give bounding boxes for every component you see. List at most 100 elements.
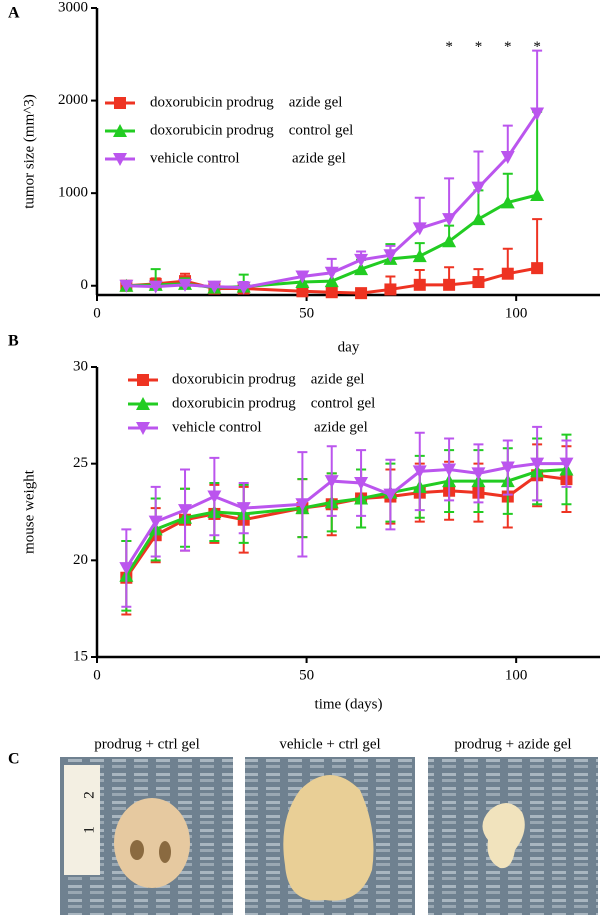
data-point (295, 270, 310, 284)
y-tick-label: 15 (73, 648, 88, 664)
data-point (324, 475, 339, 489)
data-point (236, 502, 251, 516)
series-line (125, 473, 567, 579)
data-point (383, 488, 398, 502)
data-point (324, 266, 339, 280)
annotation: * (445, 39, 453, 55)
error-bar (532, 110, 543, 196)
data-point (412, 249, 427, 263)
series-line (125, 467, 567, 577)
x-axis-label: day (338, 339, 360, 355)
tumor (283, 775, 374, 901)
tumor (114, 798, 190, 888)
error-bar (532, 218, 543, 269)
tumor-spot (159, 841, 171, 863)
legend-marker (113, 153, 127, 166)
y-tick-label: 3000 (58, 0, 88, 15)
photo-caption: prodrug + azide gel (454, 736, 571, 752)
data-point (148, 515, 163, 529)
data-point (119, 279, 134, 293)
y-tick-label: 0 (81, 277, 89, 293)
y-tick-label: 2000 (58, 92, 88, 108)
data-point (559, 457, 574, 471)
legend-marker (136, 397, 150, 410)
data-point (412, 465, 427, 479)
x-tick-label: 100 (505, 667, 528, 683)
ruler-label: 1 (81, 826, 97, 834)
legend-label: doxorubicin prodrug azide gel (150, 94, 342, 110)
x-tick-label: 0 (93, 305, 101, 321)
data-point (236, 281, 251, 295)
legend-label: vehicle control azide gel (172, 419, 368, 435)
legend-marker (113, 124, 127, 137)
data-point (178, 504, 193, 518)
x-tick-label: 50 (299, 667, 314, 683)
data-point (324, 274, 339, 288)
tumor (482, 802, 525, 869)
data-point (530, 188, 545, 202)
data-point (354, 253, 369, 267)
data-point (148, 280, 163, 294)
panel-label: A (8, 5, 20, 22)
data-point (442, 234, 457, 248)
data-point (443, 278, 456, 291)
ruler (64, 765, 100, 875)
data-point (472, 276, 485, 289)
tumor-spot (130, 840, 144, 860)
x-tick-label: 50 (299, 305, 314, 321)
y-tick-label: 20 (73, 552, 88, 568)
photo-caption: prodrug + ctrl gel (94, 736, 200, 752)
y-tick-label: 1000 (58, 185, 88, 201)
data-point (442, 213, 457, 227)
data-point (500, 195, 515, 209)
data-point (471, 467, 486, 481)
y-axis-label: tumor size (mm^3) (21, 94, 37, 209)
data-point (207, 280, 222, 294)
data-point (207, 490, 222, 504)
data-point (354, 477, 369, 490)
photo-panel (60, 757, 598, 915)
data-point (471, 181, 486, 195)
legend-label: doxorubicin prodrug control gel (172, 395, 375, 411)
data-point (412, 222, 427, 236)
data-point (501, 267, 514, 280)
legend-label: doxorubicin prodrug control gel (150, 122, 353, 138)
legend-label: doxorubicin prodrug azide gel (172, 371, 364, 387)
series-line (126, 112, 539, 290)
panel-label: B (8, 333, 19, 350)
data-point (413, 278, 426, 291)
data-point (383, 249, 398, 263)
data-point (500, 461, 515, 475)
photo-caption: vehicle + ctrl gel (279, 736, 380, 752)
data-point (354, 262, 369, 276)
data-point (325, 286, 338, 299)
y-tick-label: 25 (73, 455, 88, 471)
x-tick-label: 100 (505, 305, 528, 321)
legend-marker (137, 374, 149, 386)
ruler-label: 2 (81, 791, 97, 799)
y-axis-label: mouse weight (21, 469, 37, 554)
data-point (384, 283, 397, 296)
data-point (530, 457, 545, 471)
data-point (119, 562, 134, 576)
data-point (355, 287, 368, 300)
data-point (295, 498, 310, 512)
data-point (500, 151, 515, 165)
data-point (442, 463, 457, 477)
x-tick-label: 0 (93, 667, 101, 683)
data-point (471, 212, 486, 226)
annotation: * (504, 39, 512, 55)
data-point (530, 107, 545, 121)
y-tick-label: 30 (73, 358, 88, 374)
x-axis-label: time (days) (315, 696, 383, 712)
annotation: * (475, 39, 483, 55)
annotation: * (533, 39, 541, 55)
error-bar (444, 177, 455, 220)
legend-label: vehicle control azide gel (150, 150, 346, 166)
data-point (296, 285, 309, 298)
error-bar (532, 49, 543, 114)
legend-marker (114, 97, 126, 109)
panel-label: C (8, 751, 20, 768)
data-point (178, 278, 193, 292)
